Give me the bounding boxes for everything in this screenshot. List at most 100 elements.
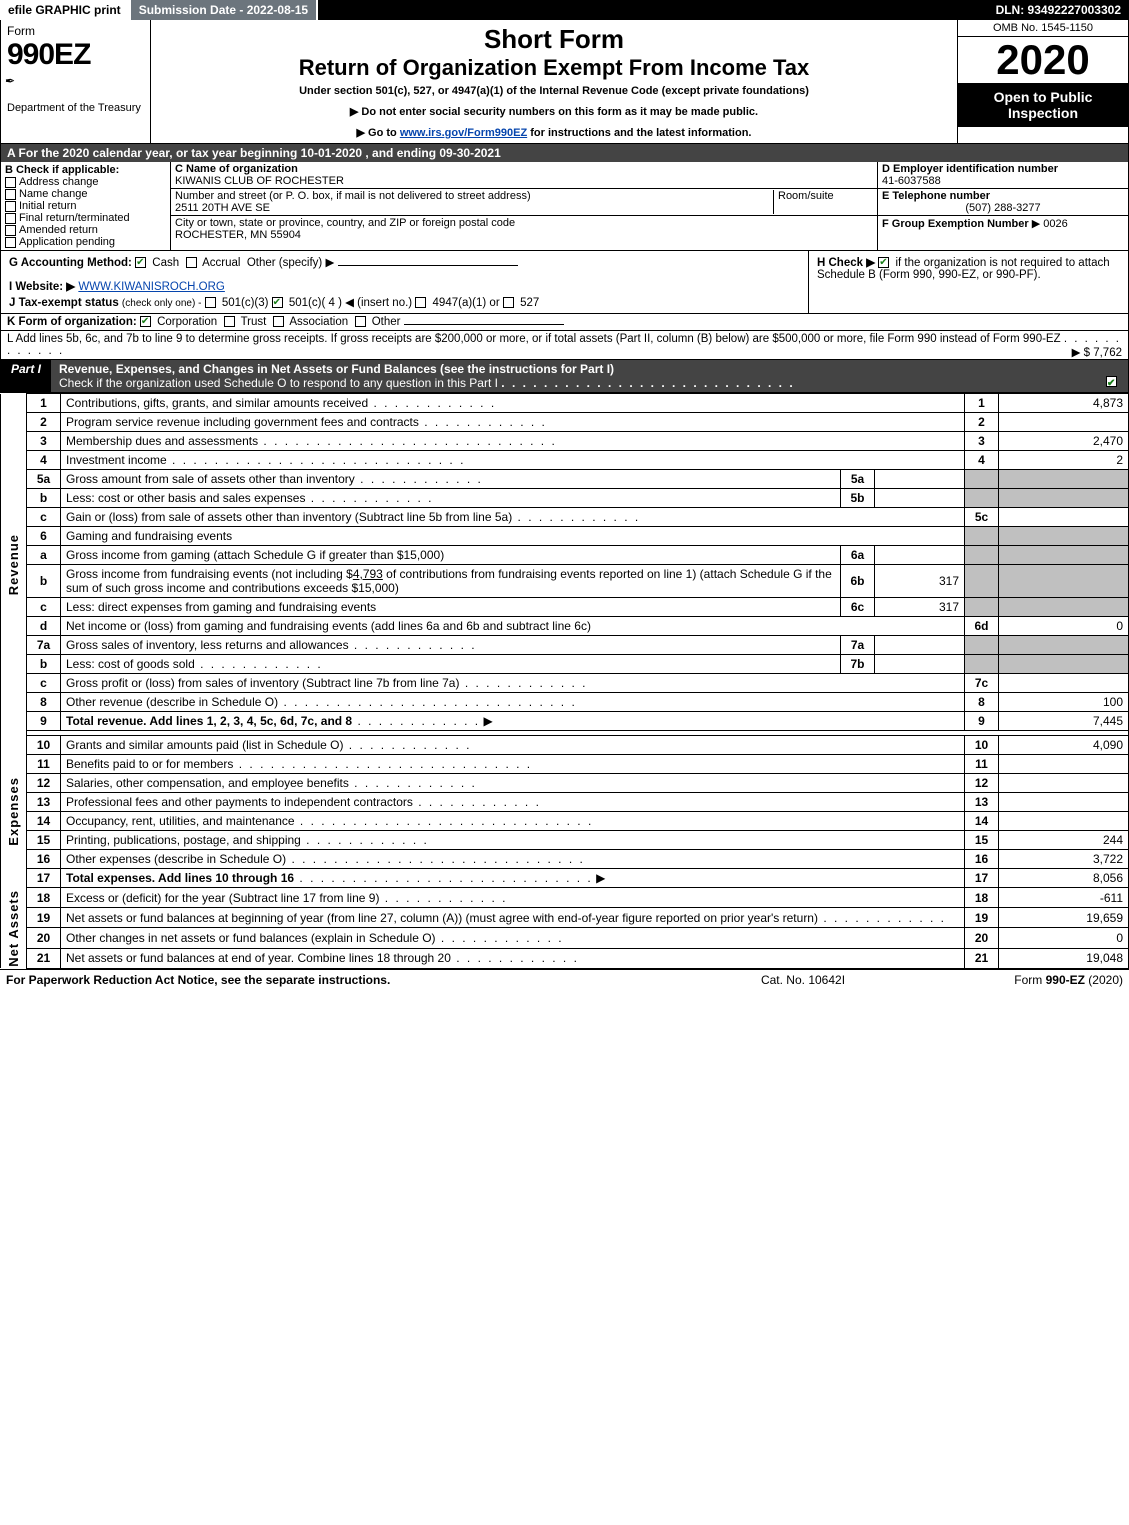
line-1-num: 1	[965, 394, 999, 413]
line-19: 19Net assets or fund balances at beginni…	[1, 908, 1129, 928]
street-label: Number and street (or P. O. box, if mail…	[175, 190, 773, 202]
cb-application-pending[interactable]: Application pending	[5, 236, 166, 248]
line-15-amt: 244	[999, 831, 1129, 850]
cb-final-return[interactable]: Final return/terminated	[5, 212, 166, 224]
line-10: Expenses 10Grants and similar amounts pa…	[1, 736, 1129, 755]
form-label: Form	[7, 24, 144, 38]
k-other-label: Other	[372, 316, 401, 328]
line-19-num: 19	[965, 908, 999, 928]
part1-title-text: Revenue, Expenses, and Changes in Net As…	[59, 362, 614, 376]
cb-name-change[interactable]: Name change	[5, 188, 166, 200]
line-17: 17Total expenses. Add lines 10 through 1…	[1, 869, 1129, 888]
line-11-num: 11	[965, 755, 999, 774]
line-7c-desc: Gross profit or (loss) from sales of inv…	[66, 676, 459, 690]
short-form-title: Short Form	[157, 24, 951, 55]
i-website: I Website: ▶ WWW.KIWANISROCH.ORG	[9, 279, 800, 293]
line-16-desc: Other expenses (describe in Schedule O)	[66, 852, 286, 866]
gh-row: G Accounting Method: Cash Accrual Other …	[0, 251, 1129, 314]
k-label: K Form of organization:	[7, 316, 137, 328]
line-21-desc: Net assets or fund balances at end of ye…	[66, 951, 451, 965]
line-13-desc: Professional fees and other payments to …	[66, 795, 413, 809]
line-14: 14Occupancy, rent, utilities, and mainte…	[1, 812, 1129, 831]
cb-501c[interactable]	[272, 297, 283, 308]
cb-corp[interactable]	[140, 316, 151, 327]
group-exemption-value: ▶ 0026	[1032, 218, 1068, 230]
org-name: KIWANIS CLUB OF ROCHESTER	[175, 175, 873, 187]
top-bar: efile GRAPHIC print Submission Date - 20…	[0, 0, 1129, 20]
j-501c3-label: 501(c)(3)	[222, 297, 269, 309]
line-10-num: 10	[965, 736, 999, 755]
cb-501c3[interactable]	[205, 297, 216, 308]
cb-527[interactable]	[503, 297, 514, 308]
cb-application-pending-label: Application pending	[19, 236, 115, 248]
box-def: D Employer identification number 41-6037…	[878, 162, 1128, 250]
cb-address-change[interactable]: Address change	[5, 176, 166, 188]
line-6c: cLess: direct expenses from gaming and f…	[1, 598, 1129, 617]
line-6b-desc: Gross income from fundraising events (no…	[61, 565, 841, 598]
line-4-amt: 2	[999, 451, 1129, 470]
efile-label: efile GRAPHIC print	[0, 0, 131, 20]
line-6d: dNet income or (loss) from gaming and fu…	[1, 617, 1129, 636]
cb-h[interactable]	[878, 257, 889, 268]
line-11: 11Benefits paid to or for members11	[1, 755, 1129, 774]
g-other-input[interactable]	[338, 265, 518, 266]
info-grid: B Check if applicable: Address change Na…	[0, 162, 1129, 251]
line-14-desc: Occupancy, rent, utilities, and maintena…	[66, 814, 295, 828]
cb-accrual[interactable]	[186, 257, 197, 268]
line-15-desc: Printing, publications, postage, and shi…	[66, 833, 301, 847]
k-other-input[interactable]	[404, 324, 564, 325]
k-assoc-label: Association	[289, 316, 348, 328]
line-17-amt: 8,056	[999, 869, 1129, 888]
line-7c-num: 7c	[965, 674, 999, 693]
line-6b: b Gross income from fundraising events (…	[1, 565, 1129, 598]
irs-link[interactable]: www.irs.gov/Form990EZ	[400, 127, 527, 139]
line-19-amt: 19,659	[999, 908, 1129, 928]
form-header: Form 990EZ ✒ Department of the Treasury …	[0, 20, 1129, 144]
ein-value: 41-6037588	[882, 175, 1124, 187]
cb-other[interactable]	[355, 316, 366, 327]
line-6d-desc: Net income or (loss) from gaming and fun…	[61, 617, 965, 636]
line-9-num: 9	[965, 712, 999, 731]
line-7b: bLess: cost of goods sold 7b	[1, 655, 1129, 674]
cb-initial-return[interactable]: Initial return	[5, 200, 166, 212]
cb-cash[interactable]	[135, 257, 146, 268]
return-title: Return of Organization Exempt From Incom…	[157, 55, 951, 81]
website-link[interactable]: WWW.KIWANISROCH.ORG	[78, 281, 225, 293]
cb-assoc[interactable]	[273, 316, 284, 327]
g-cash-label: Cash	[152, 257, 179, 269]
line-4-desc: Investment income	[66, 453, 167, 467]
line-7b-subln: 7b	[841, 655, 875, 674]
line-5b: bLess: cost or other basis and sales exp…	[1, 489, 1129, 508]
line-15: 15Printing, publications, postage, and s…	[1, 831, 1129, 850]
box-b: B Check if applicable: Address change Na…	[1, 162, 171, 250]
cb-amended-return[interactable]: Amended return	[5, 224, 166, 236]
line-6b-pre: Gross income from fundraising events (no…	[66, 567, 353, 581]
line-20: 20Other changes in net assets or fund ba…	[1, 928, 1129, 948]
line-3-amt: 2,470	[999, 432, 1129, 451]
line-7b-desc: Less: cost of goods sold	[66, 657, 195, 671]
footer-right-pre: Form	[1014, 973, 1045, 987]
line-8-amt: 100	[999, 693, 1129, 712]
line-16-amt: 3,722	[999, 850, 1129, 869]
cb-schedule-o[interactable]	[1106, 376, 1117, 387]
box-c-name: C Name of organization KIWANIS CLUB OF R…	[171, 162, 877, 189]
line-7c: cGross profit or (loss) from sales of in…	[1, 674, 1129, 693]
form-number: 990EZ	[7, 38, 144, 72]
omb-number: OMB No. 1545-1150	[958, 20, 1128, 37]
cb-trust[interactable]	[224, 316, 235, 327]
line-6c-subln: 6c	[841, 598, 875, 617]
line-2-amt	[999, 413, 1129, 432]
line-5b-desc: Less: cost or other basis and sales expe…	[66, 491, 305, 505]
room-suite-label: Room/suite	[773, 190, 873, 214]
box-c-name-label: C Name of organization	[175, 163, 873, 175]
line-16: 16Other expenses (describe in Schedule O…	[1, 850, 1129, 869]
header-col2: Short Form Return of Organization Exempt…	[151, 20, 958, 143]
line-12: 12Salaries, other compensation, and empl…	[1, 774, 1129, 793]
line-21: 21Net assets or fund balances at end of …	[1, 948, 1129, 968]
k-corp-label: Corporation	[157, 316, 217, 328]
line-7a: 7aGross sales of inventory, less returns…	[1, 636, 1129, 655]
cb-4947[interactable]	[415, 297, 426, 308]
g-accounting: G Accounting Method: Cash Accrual Other …	[9, 255, 800, 269]
line-5a-subamt	[875, 470, 965, 489]
cb-address-change-label: Address change	[19, 176, 99, 188]
